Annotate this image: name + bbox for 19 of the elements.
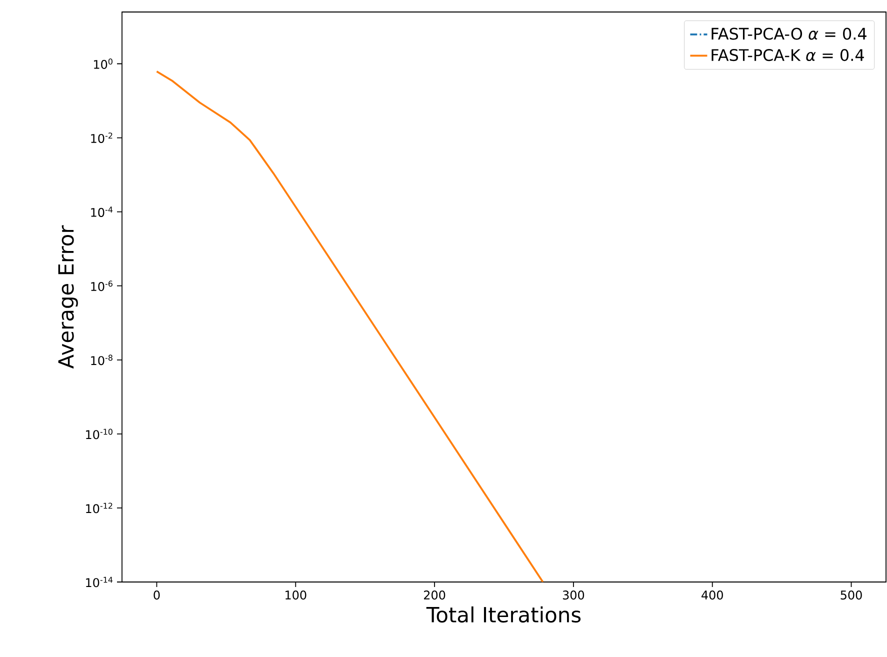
y-tick-label: 10$^{-12}$ (86, 502, 112, 514)
x-tick-label: 0 (154, 590, 160, 600)
y-axis-title: Average Error (58, 225, 78, 369)
legend-label: FAST-PCA-K α = 0.4 (712, 49, 864, 62)
x-tick-label: 300 (562, 590, 584, 600)
x-tick-label: 200 (424, 590, 446, 600)
x-tick-label: 500 (840, 590, 862, 600)
y-tick-label: 10$^{-6}$ (91, 280, 112, 292)
line-series (156, 70, 544, 582)
y-tick-label: 10$^{-14}$ (86, 576, 113, 588)
y-tick-label: 10$^{0}$ (94, 58, 112, 69)
x-tick-label: 100 (286, 590, 306, 600)
y-tick-label: 10$^{-2}$ (91, 132, 112, 143)
x-axis-title: Total Iterations (426, 606, 581, 623)
y-tick-label: 10$^{-10}$ (86, 428, 112, 440)
x-tick-label: 400 (702, 590, 723, 600)
legend-label: FAST-PCA-O α = 0.4 (712, 28, 866, 40)
y-tick-label: 10$^{-8}$ (91, 354, 112, 366)
y-tick-label: 10$^{-4}$ (91, 206, 113, 217)
